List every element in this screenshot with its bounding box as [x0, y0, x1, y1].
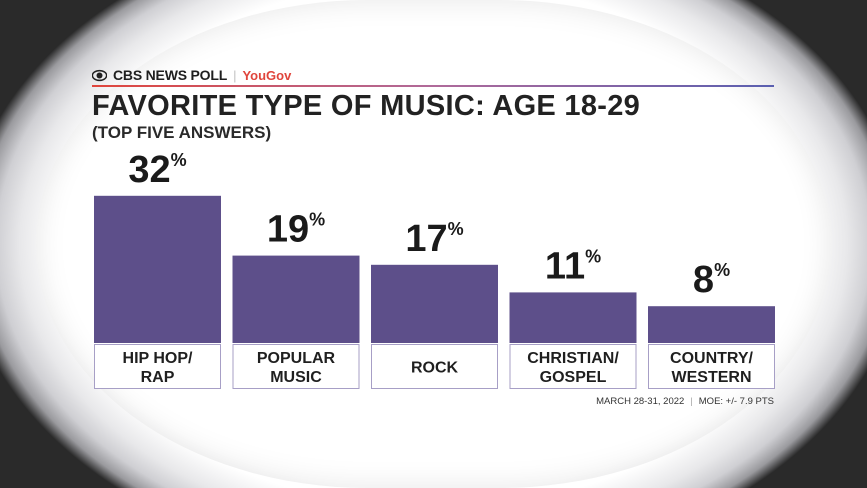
chart-header: CBS NEWS POLL | YouGov FAVORITE TYPE OF … — [92, 66, 774, 143]
cbs-eye-icon — [92, 69, 107, 81]
category-label-box — [509, 344, 637, 389]
chart-footer: MARCH 28-31, 2022 | MOE: +/- 7.9 PTS — [596, 396, 774, 407]
data-label: 19% — [267, 209, 325, 251]
category-label: GOSPEL — [540, 369, 607, 386]
category-label: HIP HOP/ — [123, 350, 194, 367]
bar — [371, 264, 498, 343]
data-label: 8% — [693, 259, 730, 301]
category-label: CHRISTIAN/ — [527, 350, 619, 367]
brand-bar: CBS NEWS POLL | YouGov — [92, 66, 774, 84]
category-label-box — [648, 344, 775, 389]
brand-separator: | — [233, 67, 237, 83]
chart-subtitle: (TOP FIVE ANSWERS) — [92, 123, 272, 142]
category-label-box — [371, 344, 498, 389]
bar — [94, 195, 221, 343]
data-label: 32% — [128, 149, 186, 191]
brand-name: CBS NEWS POLL — [113, 67, 228, 83]
bar — [232, 255, 360, 343]
category-label: RAP — [141, 369, 175, 386]
partner-name: YouGov — [242, 67, 292, 83]
bar — [509, 292, 637, 343]
category-label: ROCK — [411, 360, 459, 377]
category-label-box — [94, 344, 221, 389]
category-label-box — [232, 344, 360, 389]
category-label: POPULAR — [257, 350, 336, 367]
chart-title: FAVORITE TYPE OF MUSIC: AGE 18-29 — [92, 90, 641, 122]
data-label: 11% — [545, 245, 601, 287]
category-label: MUSIC — [270, 369, 322, 386]
poll-date: MARCH 28-31, 2022 — [596, 396, 685, 407]
header-rule — [92, 85, 774, 87]
category-label: COUNTRY/ — [670, 350, 754, 367]
footer-separator: | — [690, 396, 693, 407]
margin-of-error: MOE: +/- 7.9 PTS — [698, 396, 774, 407]
data-label: 17% — [405, 218, 463, 260]
category-label: WESTERN — [672, 369, 752, 386]
bar — [648, 306, 775, 343]
